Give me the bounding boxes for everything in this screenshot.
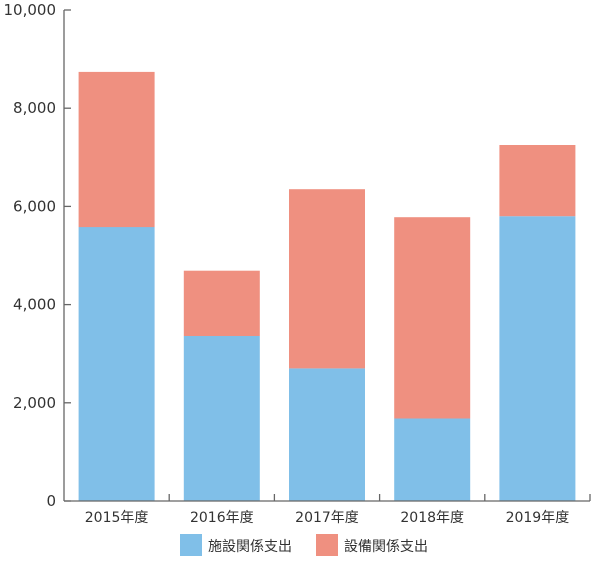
bar-facility-5 — [499, 216, 576, 501]
bar-equipment-5 — [499, 145, 576, 217]
axes-group — [63, 10, 590, 502]
y-tick-label: 4,000 — [13, 296, 56, 314]
legend-swatch-facility — [180, 534, 202, 556]
bar-facility-2 — [183, 336, 260, 501]
legend: 施設関係支出 設備関係支出 — [180, 534, 428, 556]
bar-equipment-2 — [183, 270, 260, 336]
y-tick-label: 10,000 — [4, 1, 57, 19]
x-tick-label: 2015年度 — [85, 510, 149, 526]
y-tick-label: 6,000 — [13, 197, 56, 215]
legend-swatch-equipment — [316, 534, 338, 556]
legend-label-facility: 施設関係支出 — [208, 539, 292, 555]
bars-group — [78, 71, 576, 501]
legend-label-equipment: 設備関係支出 — [344, 539, 428, 555]
bar-facility-1 — [78, 227, 155, 501]
y-tick-label: 2,000 — [13, 394, 56, 412]
bar-equipment-4 — [394, 217, 471, 419]
x-tick-label: 2016年度 — [190, 510, 254, 526]
x-tick-label: 2017年度 — [295, 510, 359, 526]
bar-facility-3 — [289, 368, 365, 501]
bar-facility-4 — [394, 418, 471, 501]
y-tick-label: 8,000 — [13, 99, 56, 117]
x-tick-label: 2019年度 — [506, 510, 570, 526]
y-tick-label: 0 — [46, 492, 56, 510]
bar-equipment-1 — [78, 71, 155, 228]
x-tick-label: 2018年度 — [400, 510, 464, 526]
bar-equipment-3 — [289, 189, 365, 369]
y-ticks-group: 0 2,000 4,000 6,000 8,000 10,000 — [4, 1, 71, 510]
x-ticks-group: 2015年度 2016年度 2017年度 2018年度 2019年度 — [85, 494, 591, 526]
